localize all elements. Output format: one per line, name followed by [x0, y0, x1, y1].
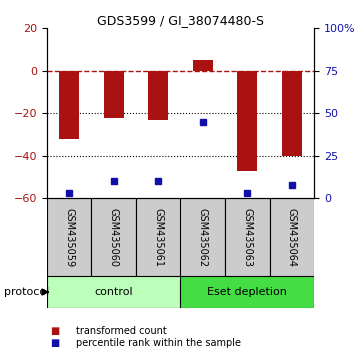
Bar — [136, 198, 180, 276]
Bar — [225, 198, 270, 276]
Text: GSM435063: GSM435063 — [242, 208, 252, 267]
Text: percentile rank within the sample: percentile rank within the sample — [76, 338, 241, 348]
Text: GSM435062: GSM435062 — [198, 207, 208, 267]
Bar — [47, 276, 180, 308]
Text: GSM435060: GSM435060 — [109, 208, 119, 267]
Bar — [180, 276, 314, 308]
Bar — [282, 71, 302, 156]
Bar — [180, 198, 225, 276]
Bar — [91, 198, 136, 276]
Text: transformed count: transformed count — [76, 326, 166, 336]
Text: control: control — [95, 287, 133, 297]
Bar — [104, 71, 124, 118]
Text: GSM435061: GSM435061 — [153, 208, 163, 267]
Text: GSM435059: GSM435059 — [64, 207, 74, 267]
Bar — [47, 198, 91, 276]
Bar — [59, 71, 79, 139]
Bar — [270, 198, 314, 276]
Text: ■: ■ — [51, 326, 60, 336]
Title: GDS3599 / GI_38074480-S: GDS3599 / GI_38074480-S — [97, 14, 264, 27]
Bar — [193, 60, 213, 71]
Bar — [237, 71, 257, 171]
Text: GSM435064: GSM435064 — [287, 208, 297, 267]
Text: protocol: protocol — [4, 287, 49, 297]
Text: Eset depletion: Eset depletion — [207, 287, 287, 297]
Bar — [148, 71, 168, 120]
Text: ■: ■ — [51, 338, 60, 348]
